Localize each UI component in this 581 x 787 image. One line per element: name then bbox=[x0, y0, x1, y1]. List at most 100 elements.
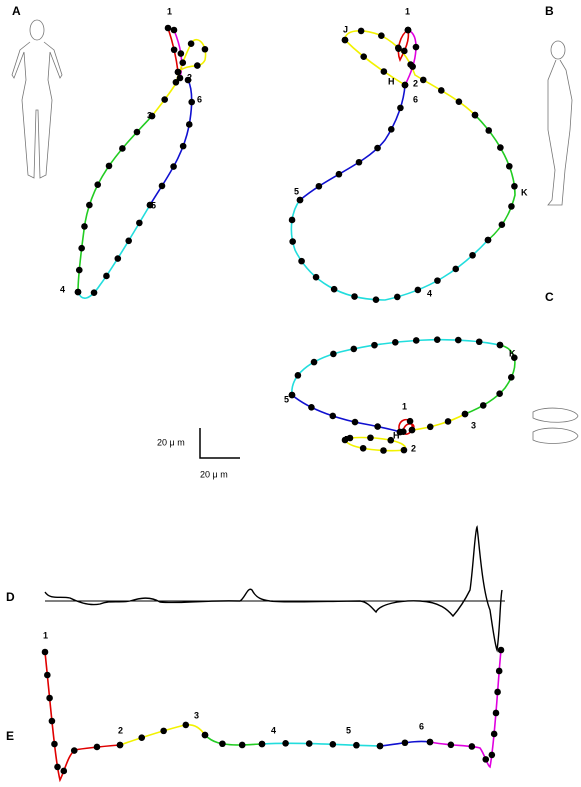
point-label: K bbox=[521, 187, 528, 197]
point bbox=[475, 338, 483, 346]
point-label: 3 bbox=[147, 110, 152, 120]
point-label: 2 bbox=[411, 443, 416, 453]
point-label: 2 bbox=[118, 725, 123, 735]
point bbox=[119, 145, 126, 152]
panel-label: D bbox=[6, 590, 15, 604]
point bbox=[54, 763, 61, 771]
point-label: 1 bbox=[405, 6, 410, 16]
point-label: H bbox=[388, 76, 395, 86]
point bbox=[397, 104, 404, 112]
point bbox=[177, 50, 185, 57]
point bbox=[329, 412, 337, 420]
point bbox=[351, 293, 358, 300]
point bbox=[70, 747, 78, 754]
point bbox=[469, 251, 476, 259]
point bbox=[335, 170, 343, 178]
point bbox=[357, 27, 365, 35]
point bbox=[452, 265, 460, 273]
point bbox=[374, 423, 381, 430]
point bbox=[315, 182, 323, 190]
point bbox=[380, 68, 388, 75]
panel-label: C bbox=[545, 290, 554, 304]
point bbox=[296, 196, 304, 204]
point-label: 2 bbox=[413, 78, 418, 88]
points bbox=[41, 24, 518, 775]
point bbox=[90, 289, 98, 296]
point bbox=[114, 255, 122, 262]
point bbox=[298, 257, 305, 265]
point bbox=[138, 734, 146, 741]
point bbox=[164, 24, 172, 32]
labels: 1 2 6 3 5 4 J 1 H 2 6 8 K 5 4 K 5 1 3 J H 2 1 2 3 4 5 6 bbox=[43, 6, 528, 735]
point bbox=[172, 78, 180, 86]
point bbox=[75, 266, 83, 274]
point bbox=[46, 694, 53, 702]
point bbox=[378, 32, 385, 39]
point bbox=[507, 374, 515, 381]
point-label: 1 bbox=[167, 6, 172, 16]
point bbox=[387, 436, 395, 444]
point bbox=[490, 730, 498, 738]
point-label: 6 bbox=[197, 94, 202, 104]
point bbox=[371, 341, 378, 349]
point-label: H bbox=[393, 430, 400, 440]
point-label: 4 bbox=[427, 288, 432, 298]
point bbox=[419, 76, 427, 84]
point bbox=[201, 45, 209, 53]
point bbox=[496, 390, 503, 397]
point bbox=[125, 237, 132, 245]
point bbox=[170, 163, 177, 170]
point bbox=[350, 345, 358, 353]
point bbox=[353, 741, 360, 749]
point bbox=[392, 339, 399, 346]
point bbox=[433, 336, 441, 343]
point bbox=[174, 68, 182, 76]
point-label: 5 bbox=[151, 200, 156, 210]
point bbox=[330, 350, 337, 358]
point bbox=[447, 741, 455, 749]
point-label: 1 bbox=[402, 401, 407, 411]
point bbox=[51, 740, 58, 748]
scale-label: 20 μ m bbox=[157, 437, 185, 447]
point bbox=[495, 667, 503, 675]
point bbox=[93, 743, 101, 751]
point bbox=[482, 756, 490, 763]
point-label: 3 bbox=[471, 420, 476, 430]
point bbox=[484, 236, 492, 244]
point-label: 5 bbox=[284, 394, 289, 404]
panel-label: B bbox=[545, 4, 554, 18]
point-label: 2 bbox=[187, 72, 192, 82]
point bbox=[485, 127, 493, 134]
point bbox=[387, 126, 395, 133]
point bbox=[488, 751, 496, 759]
point bbox=[341, 36, 349, 44]
point bbox=[434, 277, 441, 284]
point bbox=[133, 128, 141, 136]
point bbox=[401, 739, 409, 747]
point bbox=[185, 121, 193, 128]
point bbox=[497, 646, 505, 654]
point-label: 6 bbox=[413, 94, 418, 104]
point bbox=[498, 221, 506, 229]
point bbox=[401, 81, 409, 89]
panel-label: A bbox=[12, 4, 21, 18]
front-figure bbox=[11, 19, 63, 179]
point bbox=[148, 112, 156, 120]
point bbox=[400, 446, 408, 454]
point bbox=[374, 144, 381, 152]
point bbox=[468, 743, 476, 750]
point bbox=[414, 286, 422, 294]
point bbox=[444, 418, 452, 425]
point bbox=[511, 182, 518, 190]
point bbox=[60, 767, 68, 775]
point-label: 3 bbox=[194, 710, 199, 720]
point bbox=[355, 158, 363, 166]
point bbox=[455, 98, 463, 105]
point bbox=[508, 203, 515, 210]
point bbox=[308, 404, 315, 411]
point bbox=[182, 721, 190, 729]
point bbox=[41, 648, 49, 656]
point bbox=[407, 61, 414, 68]
point bbox=[372, 296, 380, 304]
